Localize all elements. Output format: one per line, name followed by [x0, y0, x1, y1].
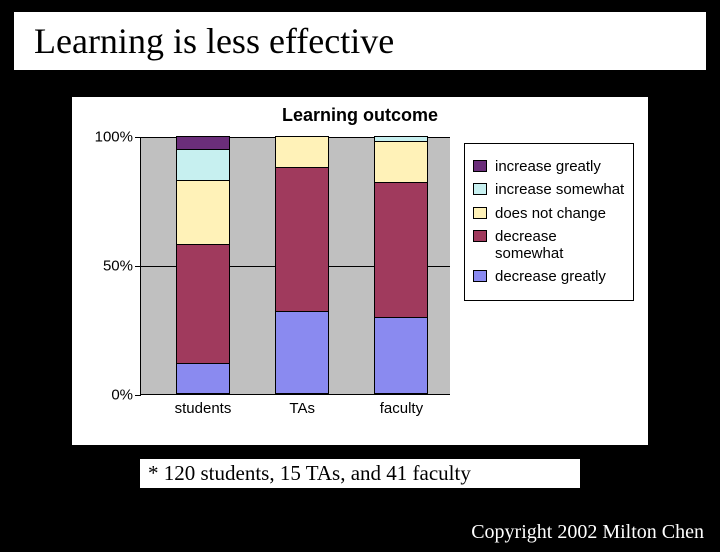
x-axis-label: faculty	[380, 400, 423, 417]
bar-segment	[374, 182, 428, 316]
legend-swatch	[473, 207, 487, 219]
legend-label: decrease somewhat	[495, 228, 625, 263]
bar-segment	[176, 136, 230, 149]
legend-swatch	[473, 183, 487, 195]
legend-item: increase somewhat	[473, 181, 625, 198]
bar-segment	[374, 317, 428, 394]
copyright: Copyright 2002 Milton Chen	[471, 521, 704, 544]
slide-title: Learning is less effective	[34, 20, 686, 62]
legend-item: decrease greatly	[473, 268, 625, 285]
legend-item: decrease somewhat	[473, 228, 625, 263]
legend: increase greatly increase somewhat does no…	[464, 143, 634, 301]
chart-title: Learning outcome	[72, 97, 648, 126]
chart-panel: Learning outcome 0%50%100%studentsTAsfac…	[72, 97, 648, 445]
legend-label: increase somewhat	[495, 181, 624, 198]
bar-TAs	[275, 136, 329, 394]
bar-segment	[176, 363, 230, 394]
y-tick	[135, 266, 141, 267]
y-axis-label: 50%	[103, 258, 133, 275]
legend-label: does not change	[495, 205, 606, 222]
legend-swatch	[473, 160, 487, 172]
bar-segment	[275, 167, 329, 311]
bar-faculty	[374, 136, 428, 394]
x-axis-label: TAs	[289, 400, 315, 417]
legend-item: does not change	[473, 205, 625, 222]
bar-segment	[374, 141, 428, 182]
y-tick	[135, 137, 141, 138]
plot-area: 0%50%100%studentsTAsfaculty	[140, 137, 450, 395]
caption: * 120 students, 15 TAs, and 41 faculty	[140, 459, 580, 488]
y-tick	[135, 395, 141, 396]
title-area: Learning is less effective	[14, 12, 706, 70]
y-axis-label: 0%	[111, 387, 133, 404]
x-axis-label: students	[175, 400, 232, 417]
legend-label: increase greatly	[495, 158, 601, 175]
plot-background: 0%50%100%studentsTAsfaculty	[140, 137, 450, 395]
bar-segment	[176, 180, 230, 245]
bar-segment	[176, 149, 230, 180]
legend-label: decrease greatly	[495, 268, 606, 285]
bar-segment	[275, 136, 329, 167]
legend-item: increase greatly	[473, 158, 625, 175]
bar-segment	[176, 244, 230, 363]
legend-swatch	[473, 230, 487, 242]
title-underline	[14, 70, 706, 73]
legend-swatch	[473, 270, 487, 282]
bar-segment	[275, 311, 329, 394]
y-axis-label: 100%	[95, 129, 133, 146]
bar-students	[176, 136, 230, 394]
